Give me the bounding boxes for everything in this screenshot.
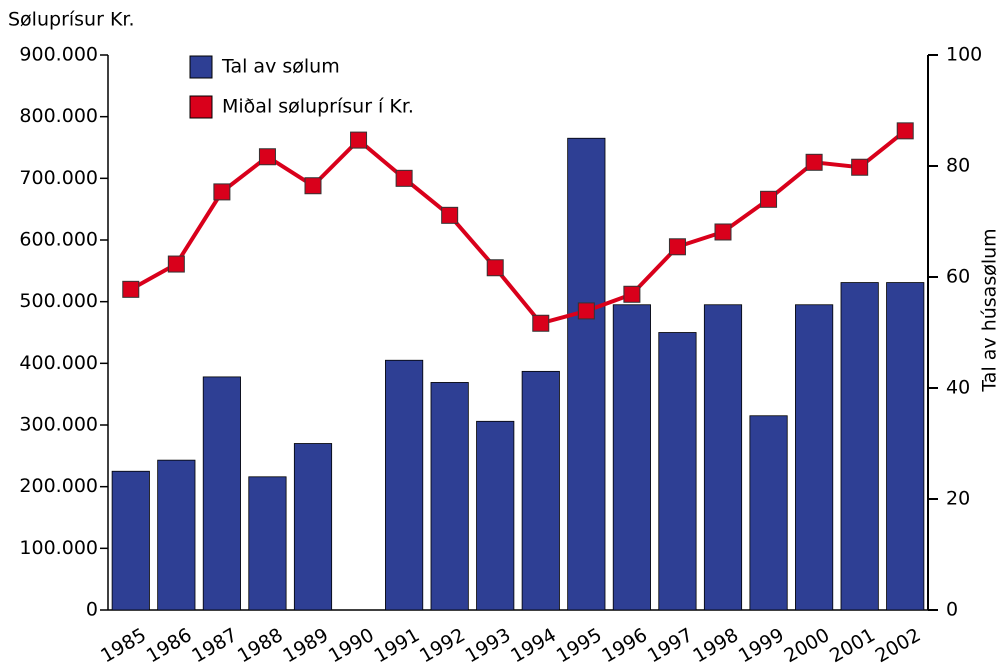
y2-tick-label: 100 <box>946 44 982 66</box>
line-marker <box>167 255 185 273</box>
y-tick-label: 500.000 <box>19 290 98 312</box>
bar <box>703 304 743 611</box>
x-tick-label: 1999 <box>735 624 788 667</box>
y-tick-label: 300.000 <box>19 414 98 436</box>
x-tick-label: 1992 <box>416 624 469 667</box>
line-marker <box>350 131 368 149</box>
line-marker <box>122 280 140 298</box>
bar <box>567 137 606 611</box>
x-tick-label: 1993 <box>462 624 515 667</box>
bar <box>157 459 196 611</box>
x-tick-label: 1987 <box>188 624 241 667</box>
bar <box>248 476 287 611</box>
bar <box>658 332 697 611</box>
x-tick-label: 1998 <box>689 624 742 667</box>
y-tick-label: 100.000 <box>19 537 98 559</box>
legend-swatch <box>189 95 213 119</box>
x-tick-label: 1990 <box>325 624 378 667</box>
y-axis-label: Søluprísur Kr. <box>8 9 135 31</box>
line-marker <box>668 238 686 256</box>
x-tick-label: 1996 <box>598 624 651 667</box>
bar <box>202 376 241 611</box>
y-tick-label: 700.000 <box>19 167 98 189</box>
line-marker <box>441 206 459 224</box>
x-tick-label: 1995 <box>553 624 606 667</box>
line-marker <box>896 122 914 140</box>
line-marker <box>532 314 550 332</box>
x-tick-label: 1994 <box>507 624 560 667</box>
line-marker <box>577 302 595 320</box>
line-marker <box>760 190 778 208</box>
line-marker <box>395 169 413 187</box>
x-tick-label: 1985 <box>97 624 150 667</box>
bar <box>385 359 424 611</box>
y2-tick-label: 20 <box>946 488 970 510</box>
y-tick-label: 200.000 <box>19 475 98 497</box>
y-tick-label: 900.000 <box>19 44 98 66</box>
y-tick-label: 800.000 <box>19 105 98 127</box>
bar <box>749 415 788 611</box>
x-tick-label: 2002 <box>872 624 925 667</box>
bar <box>840 282 879 611</box>
y2-tick-label: 0 <box>946 599 958 621</box>
y-tick-label: 0 <box>86 599 98 621</box>
legend-label: Miðal søluprísur í Kr. <box>222 96 414 118</box>
line-marker <box>486 259 504 277</box>
bar <box>521 370 560 611</box>
x-tick-label: 1988 <box>234 624 287 667</box>
bar <box>795 304 834 611</box>
y2-axis-label: Tal av húsasølum <box>979 228 1001 392</box>
line <box>129 129 907 326</box>
legend-label: Tal av sølum <box>221 56 340 78</box>
legend-swatch <box>189 55 213 79</box>
bar <box>476 420 515 611</box>
line-marker <box>805 153 823 171</box>
bar <box>293 443 333 611</box>
line-marker <box>213 183 231 201</box>
x-tick-label: 1989 <box>279 624 332 667</box>
x-tick-label: 1997 <box>644 624 697 667</box>
x-tick-label: 1986 <box>143 624 196 667</box>
y-tick-label: 600.000 <box>19 229 98 251</box>
bar <box>612 304 651 611</box>
x-tick-label: 2000 <box>780 624 833 667</box>
y2-tick-label: 40 <box>946 377 970 399</box>
x-tick-label: 1991 <box>370 624 423 667</box>
line-marker <box>851 158 869 176</box>
x-tick-label: 2001 <box>826 624 879 667</box>
line-marker <box>623 285 641 303</box>
bar <box>430 382 469 611</box>
line-marker <box>304 177 322 195</box>
bar <box>886 282 925 611</box>
y2-tick-label: 80 <box>946 155 970 177</box>
y2-tick-label: 60 <box>946 266 970 288</box>
line-marker <box>258 148 276 166</box>
line-marker <box>714 223 732 241</box>
bar <box>111 470 150 611</box>
y-tick-label: 400.000 <box>19 352 98 374</box>
